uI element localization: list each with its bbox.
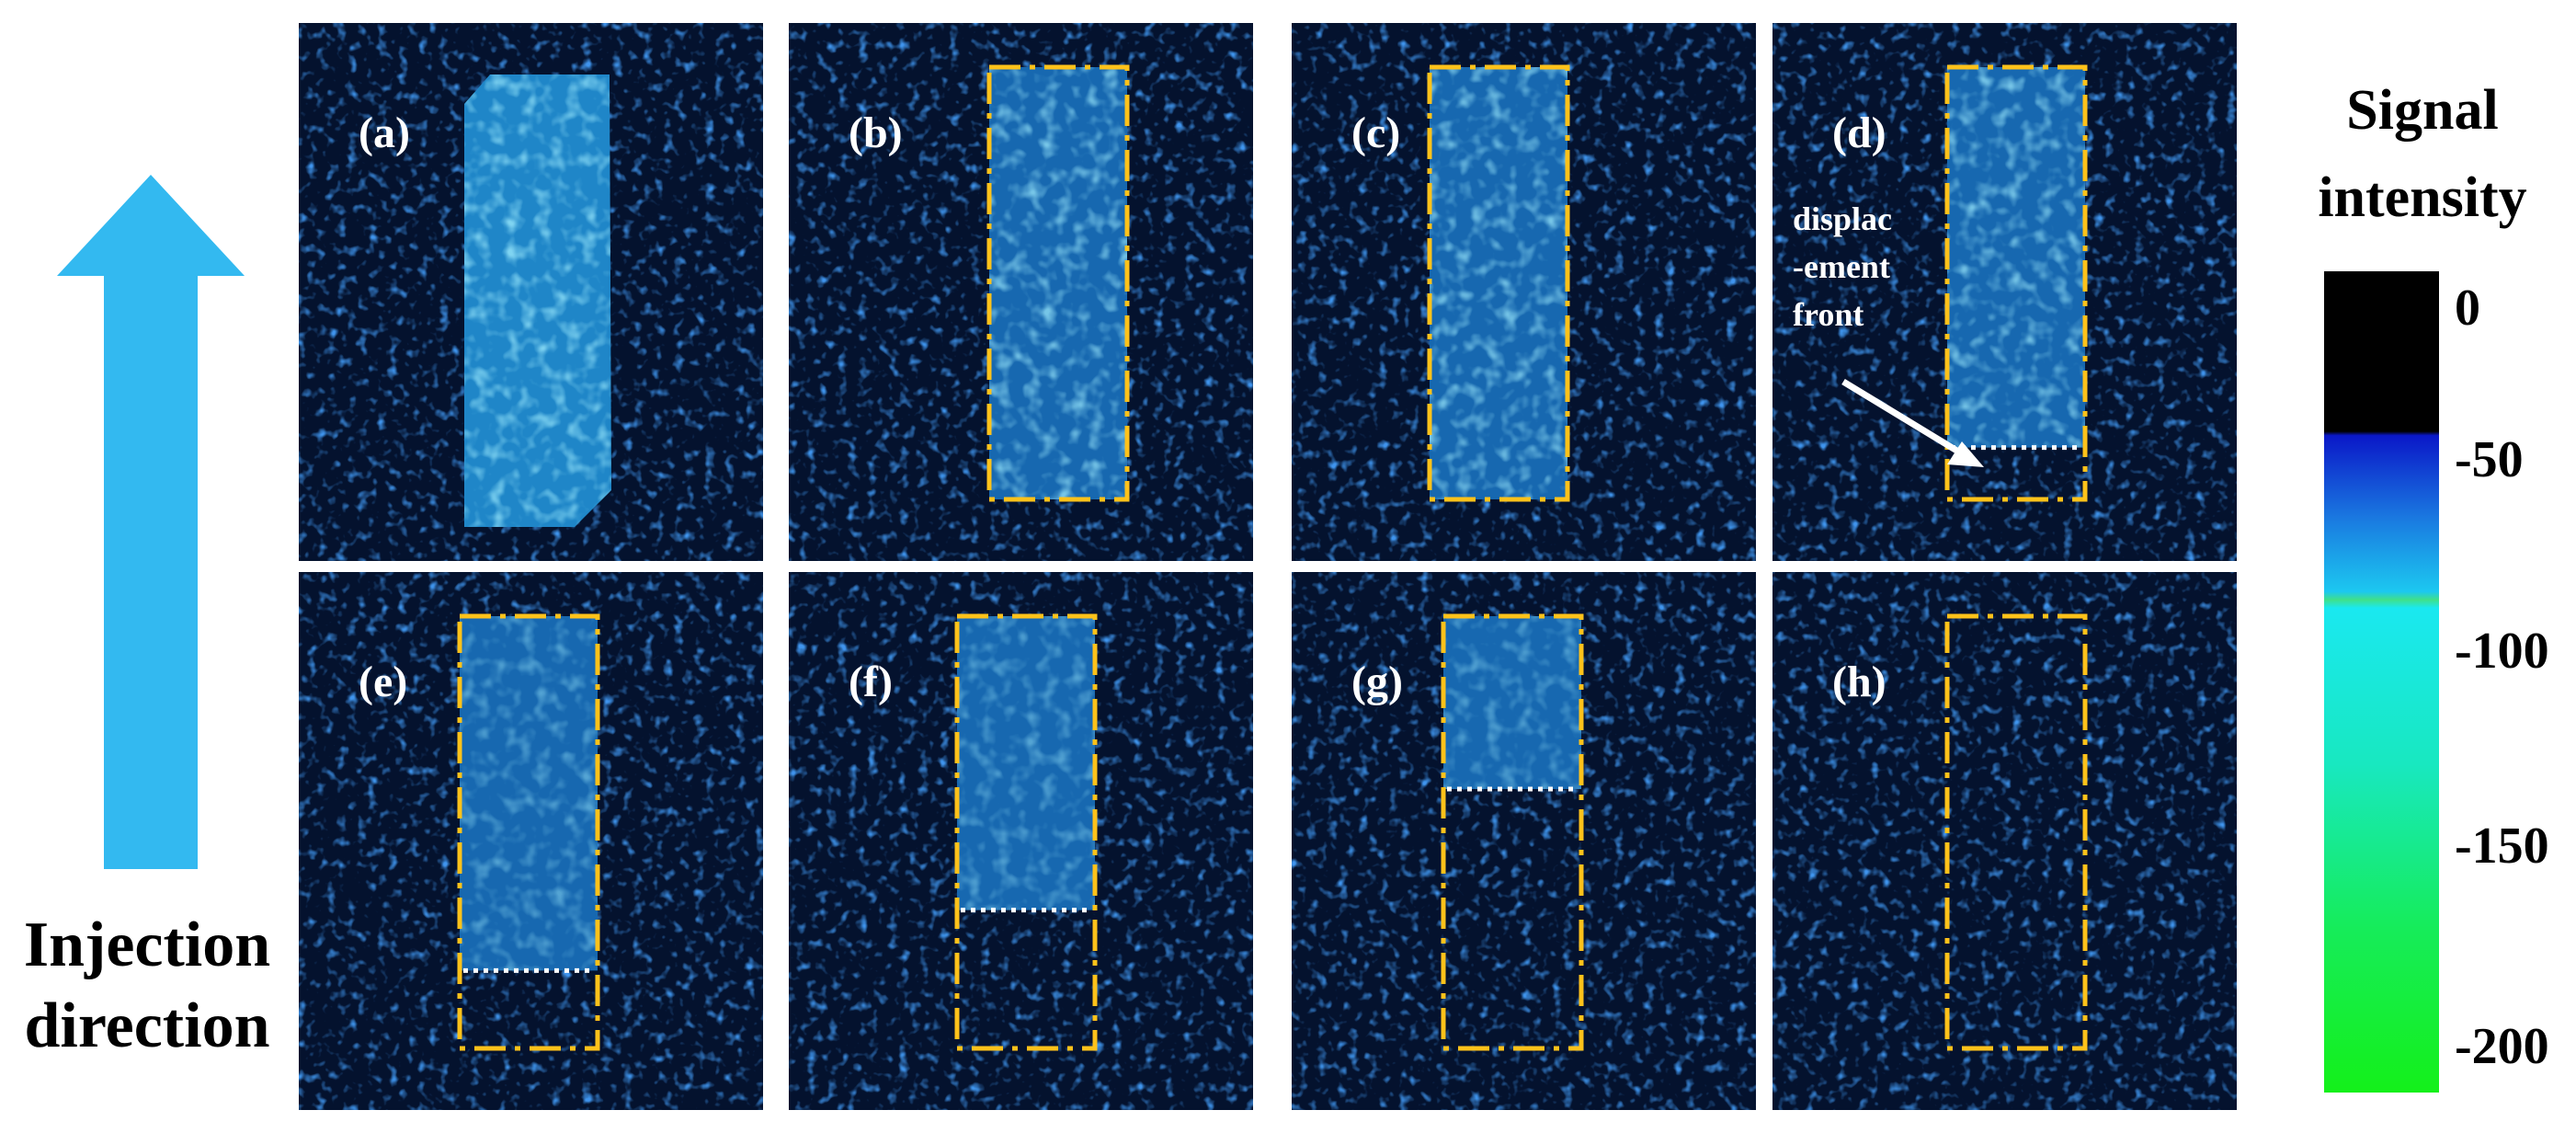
signal-region-texture — [1947, 67, 2085, 448]
annotation-line-2: -ement — [1793, 248, 1890, 285]
signal-region-texture — [1443, 616, 1581, 789]
injection-label-line-2: direction — [24, 990, 269, 1061]
core-outline-box — [1427, 64, 1570, 502]
annotation-arrow-head-icon — [1947, 441, 1984, 467]
panel-e: (e) — [299, 572, 763, 1110]
signal-region-texture — [957, 616, 1095, 910]
panel-f: (f) — [789, 572, 1253, 1110]
panel-label: (d) — [1832, 109, 1886, 157]
annotation-line-3: front — [1793, 296, 1864, 333]
panel-label: (g) — [1351, 658, 1403, 706]
panel-d: (d) — [1772, 23, 2237, 561]
injection-label-line-1: Injection — [24, 910, 270, 980]
core-outline-box — [457, 613, 600, 1051]
annotation-line-1: displac — [1793, 200, 1892, 237]
colorbar-ticks: 0 -50 -100 -150 -200 — [2455, 280, 2549, 1075]
panel-h: (h) — [1772, 572, 2237, 1110]
injection-direction-indicator: Injection direction — [24, 175, 270, 1061]
colorbar-tick-label: 0 — [2455, 280, 2480, 337]
signal-region-texture — [464, 74, 611, 527]
colorbar-gradient — [2324, 271, 2439, 1093]
colorbar-title-line-2: intensity — [2318, 166, 2526, 229]
colorbar: Signal intensity 0 -50 -100 -150 -200 — [2318, 79, 2549, 1093]
colorbar-tick-label: -200 — [2455, 1018, 2549, 1075]
panel-label: (e) — [359, 658, 407, 706]
signal-region-texture — [989, 67, 1127, 499]
signal-region-texture — [460, 616, 598, 971]
panel-label: (h) — [1832, 658, 1886, 706]
panel-label: (f) — [849, 658, 893, 706]
panel-b: (b) — [789, 23, 1253, 561]
panel-noise-texture — [1772, 572, 2237, 1110]
colorbar-tick-label: -50 — [2455, 431, 2524, 488]
panel-label: (c) — [1351, 109, 1400, 157]
panel-grid: (a) (b) (c) (d) (e) (f) (g) (h) — [299, 23, 2237, 1110]
signal-region-texture — [1430, 67, 1567, 499]
core-outline-box — [1944, 64, 2088, 502]
colorbar-tick-label: -100 — [2455, 623, 2549, 680]
panel-c: (c) — [1292, 23, 1756, 561]
core-outline-box — [1441, 613, 1584, 1051]
panel-g: (g) — [1292, 572, 1756, 1110]
injection-arrow-icon — [57, 175, 245, 869]
core-outline-box — [954, 613, 1098, 1051]
colorbar-tick-label: -150 — [2455, 818, 2549, 875]
panel-label: (a) — [359, 109, 410, 157]
panel-label: (b) — [849, 109, 903, 157]
panel-a: (a) — [299, 23, 763, 561]
core-outline-box — [1944, 613, 2088, 1051]
displacement-front-annotation: displac -ement front — [1793, 200, 1984, 467]
annotation-arrow-shaft — [1841, 379, 1969, 460]
colorbar-title-line-1: Signal — [2346, 79, 2498, 142]
core-outline-box — [986, 64, 1130, 502]
